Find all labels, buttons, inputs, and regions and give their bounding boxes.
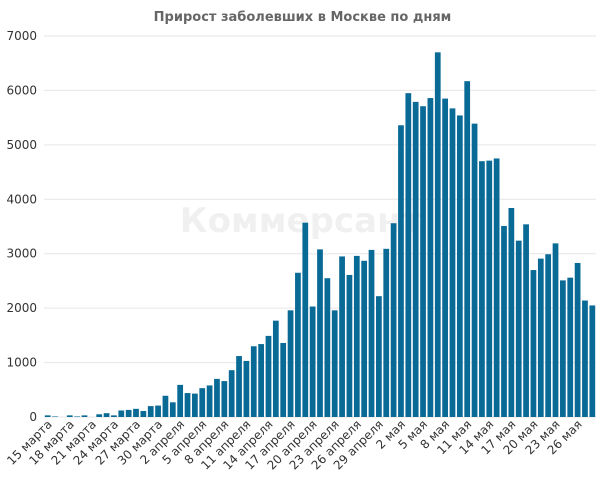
bar (111, 415, 117, 417)
bar (272, 320, 279, 417)
bar (368, 249, 375, 417)
bar (405, 93, 412, 418)
bar (44, 415, 51, 417)
bar (567, 277, 574, 417)
y-tick-label: 7000 (6, 29, 37, 43)
bar (398, 125, 404, 418)
bar (552, 243, 559, 417)
bar (383, 248, 390, 417)
bar (192, 393, 198, 417)
y-tick-label: 4000 (6, 192, 37, 206)
bar (184, 393, 191, 417)
bar (243, 360, 250, 417)
y-tick-label: 3000 (6, 247, 37, 261)
bar (206, 385, 213, 417)
bar (250, 346, 257, 417)
y-tick-label: 1000 (6, 356, 37, 370)
bar (66, 415, 73, 417)
bar (331, 310, 338, 417)
bar (493, 158, 500, 417)
bar (125, 409, 132, 417)
bar (236, 356, 242, 417)
bar (449, 108, 456, 417)
bar (515, 240, 522, 417)
bar (471, 123, 478, 417)
y-axis-ticks: 0 1000 2000 3000 4000 5000 6000 7000 (6, 29, 37, 424)
bar (265, 335, 272, 417)
bar (508, 207, 515, 417)
bar (258, 344, 264, 417)
bar (155, 405, 161, 417)
bar (353, 255, 360, 417)
bar (442, 98, 448, 417)
bar (339, 256, 345, 417)
bar (464, 81, 471, 417)
bar (74, 416, 80, 417)
bar (574, 262, 581, 417)
bar (81, 415, 88, 417)
bar (96, 414, 103, 417)
bar (589, 305, 596, 417)
bar (221, 381, 228, 417)
bar (309, 306, 316, 417)
bar (361, 260, 368, 417)
bar (582, 300, 588, 417)
bar (133, 408, 139, 417)
watermark-logo: Коммерсант (180, 201, 421, 241)
bar (118, 410, 125, 417)
bar (420, 106, 426, 417)
bar (324, 278, 331, 417)
bar (479, 161, 485, 417)
bar (427, 98, 434, 417)
bar (295, 272, 301, 417)
bar (103, 413, 110, 417)
bar (52, 416, 58, 417)
bar (486, 160, 493, 418)
y-tick-label: 2000 (6, 301, 37, 315)
bar (390, 223, 397, 417)
bar (501, 225, 507, 417)
bar (537, 258, 544, 417)
bar (545, 254, 552, 417)
bar (530, 270, 537, 417)
y-tick-label: 5000 (6, 138, 37, 152)
bar (169, 402, 176, 417)
bar (280, 342, 287, 417)
bar (162, 395, 169, 417)
bar (412, 101, 419, 417)
bar (214, 378, 220, 417)
bar (287, 310, 294, 417)
bars (44, 52, 596, 418)
bar (434, 52, 441, 417)
y-tick-label: 6000 (6, 83, 37, 97)
bar (147, 406, 154, 417)
y-tick-label: 0 (29, 410, 37, 424)
bar (317, 249, 323, 417)
bar (560, 280, 566, 417)
bar (228, 370, 235, 417)
bar (523, 224, 529, 417)
bar (346, 274, 353, 417)
chart-title: Прирост заболевших в Москве по дням (153, 10, 452, 25)
bar (199, 388, 206, 417)
bar (140, 411, 147, 417)
bar (456, 115, 463, 418)
bar (177, 384, 184, 417)
bar (302, 222, 309, 417)
bar (376, 296, 382, 417)
